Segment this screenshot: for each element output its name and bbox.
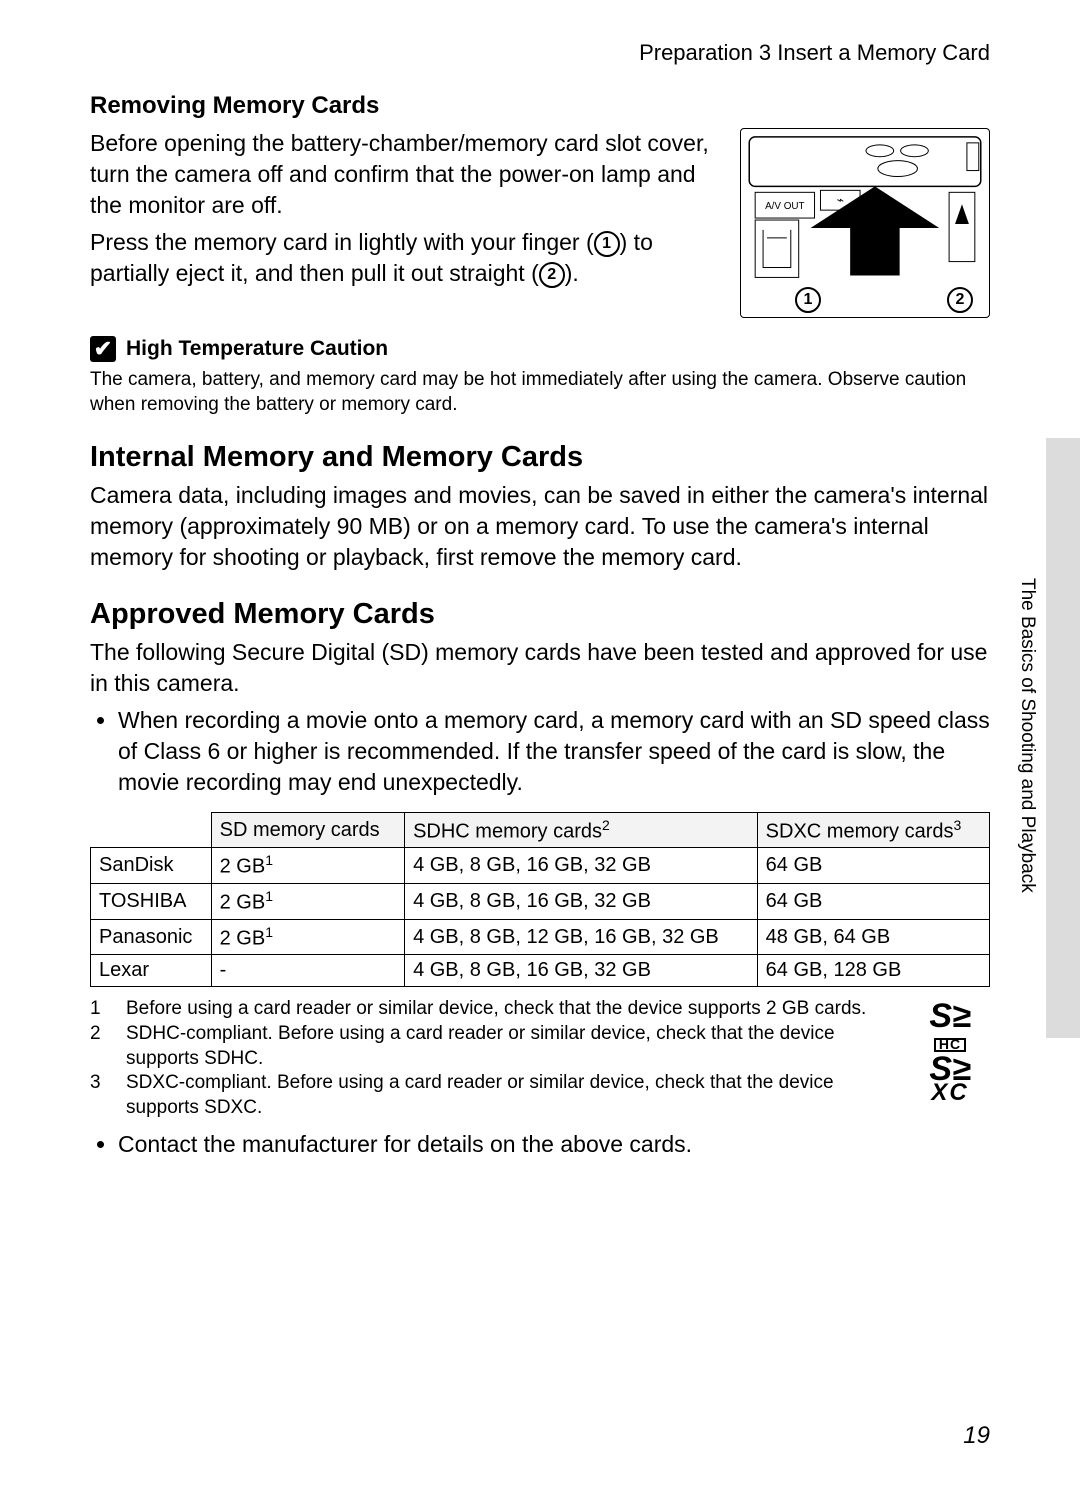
- side-label: The Basics of Shooting and Playback: [1016, 578, 1038, 893]
- footnote-num: 1: [90, 997, 108, 1022]
- table-cell-mfr: Lexar: [91, 955, 212, 987]
- caution-body: The camera, battery, and memory card may…: [90, 368, 990, 417]
- side-tab: [1046, 438, 1080, 1038]
- sdxc-logo: S≥ XC: [929, 1058, 970, 1103]
- footnote-num: 3: [90, 1071, 108, 1096]
- table-cell-sdhc: 4 GB, 8 GB, 16 GB, 32 GB: [405, 884, 758, 920]
- sd-logos: S≥ HC S≥ XC: [910, 1005, 990, 1120]
- table-header-sd: SD memory cards: [211, 812, 404, 848]
- removing-para-2: Press the memory card in lightly with yo…: [90, 227, 718, 289]
- circled-1-diagram: 1: [795, 287, 821, 313]
- footnote: 3 SDXC-compliant. Before using a card rea…: [90, 1071, 892, 1120]
- internal-memory-body: Camera data, including images and movies…: [90, 480, 990, 573]
- table-cell-sd: -: [211, 955, 404, 987]
- table-cell-sdxc: 64 GB: [757, 848, 989, 884]
- table-cell-sdhc: 4 GB, 8 GB, 16 GB, 32 GB: [405, 955, 758, 987]
- memory-card-table: SD memory cards SDHC memory cards2 SDXC …: [90, 812, 990, 988]
- table-row: Lexar-4 GB, 8 GB, 16 GB, 32 GB64 GB, 128…: [91, 955, 990, 987]
- table-cell-sd: 2 GB1: [211, 848, 404, 884]
- circled-2-inline: 2: [539, 262, 565, 288]
- circled-1-inline: 1: [594, 231, 620, 257]
- table-row: Panasonic2 GB14 GB, 8 GB, 12 GB, 16 GB, …: [91, 919, 990, 955]
- approved-cards-intro: The following Secure Digital (SD) memory…: [90, 637, 990, 699]
- approved-cards-heading: Approved Memory Cards: [90, 598, 990, 631]
- table-row: TOSHIBA2 GB14 GB, 8 GB, 16 GB, 32 GB64 G…: [91, 884, 990, 920]
- footnote-num: 2: [90, 1022, 108, 1047]
- table-cell-sdxc: 64 GB, 128 GB: [757, 955, 989, 987]
- table-cell-sd: 2 GB1: [211, 884, 404, 920]
- sdhc-logo: S≥ HC: [929, 1005, 970, 1052]
- table-cell-sdxc: 48 GB, 64 GB: [757, 919, 989, 955]
- table-cell-mfr: TOSHIBA: [91, 884, 212, 920]
- caution-title: High Temperature Caution: [126, 337, 388, 361]
- camera-diagram: A/V OUT ⌁ 1 2: [740, 128, 990, 318]
- removing-para2-c: ).: [565, 260, 579, 286]
- footnotes: 1 Before using a card reader or similar d…: [90, 997, 892, 1120]
- footnote: 1 Before using a card reader or similar d…: [90, 997, 892, 1022]
- table-cell-mfr: SanDisk: [91, 848, 212, 884]
- internal-memory-heading: Internal Memory and Memory Cards: [90, 441, 990, 474]
- removing-para-1: Before opening the battery-chamber/memor…: [90, 128, 718, 221]
- table-header-sdxc: SDXC memory cards3: [757, 812, 989, 848]
- footnote-text: SDXC-compliant. Before using a card read…: [126, 1071, 892, 1120]
- removing-para2-a: Press the memory card in lightly with yo…: [90, 229, 594, 255]
- approved-bullet: When recording a movie onto a memory car…: [118, 705, 990, 798]
- footnote-text: Before using a card reader or similar de…: [126, 997, 866, 1022]
- contact-manufacturer-bullet: Contact the manufacturer for details on …: [118, 1129, 990, 1160]
- page-number: 19: [963, 1422, 990, 1450]
- page-header: Preparation 3 Insert a Memory Card: [90, 40, 990, 66]
- table-row: SanDisk2 GB14 GB, 8 GB, 16 GB, 32 GB64 G…: [91, 848, 990, 884]
- table-header-sdhc: SDHC memory cards2: [405, 812, 758, 848]
- av-out-label: A/V OUT: [765, 201, 805, 212]
- footnote-text: SDHC-compliant. Before using a card read…: [126, 1022, 892, 1071]
- svg-text:⌁: ⌁: [837, 193, 844, 207]
- footnote: 2 SDHC-compliant. Before using a card rea…: [90, 1022, 892, 1071]
- removing-title: Removing Memory Cards: [90, 92, 990, 120]
- table-cell-mfr: Panasonic: [91, 919, 212, 955]
- table-header-blank: [91, 812, 212, 848]
- circled-2-diagram: 2: [947, 287, 973, 313]
- table-cell-sdxc: 64 GB: [757, 884, 989, 920]
- table-cell-sdhc: 4 GB, 8 GB, 12 GB, 16 GB, 32 GB: [405, 919, 758, 955]
- caution-icon: ✔: [90, 336, 116, 362]
- table-cell-sdhc: 4 GB, 8 GB, 16 GB, 32 GB: [405, 848, 758, 884]
- table-cell-sd: 2 GB1: [211, 919, 404, 955]
